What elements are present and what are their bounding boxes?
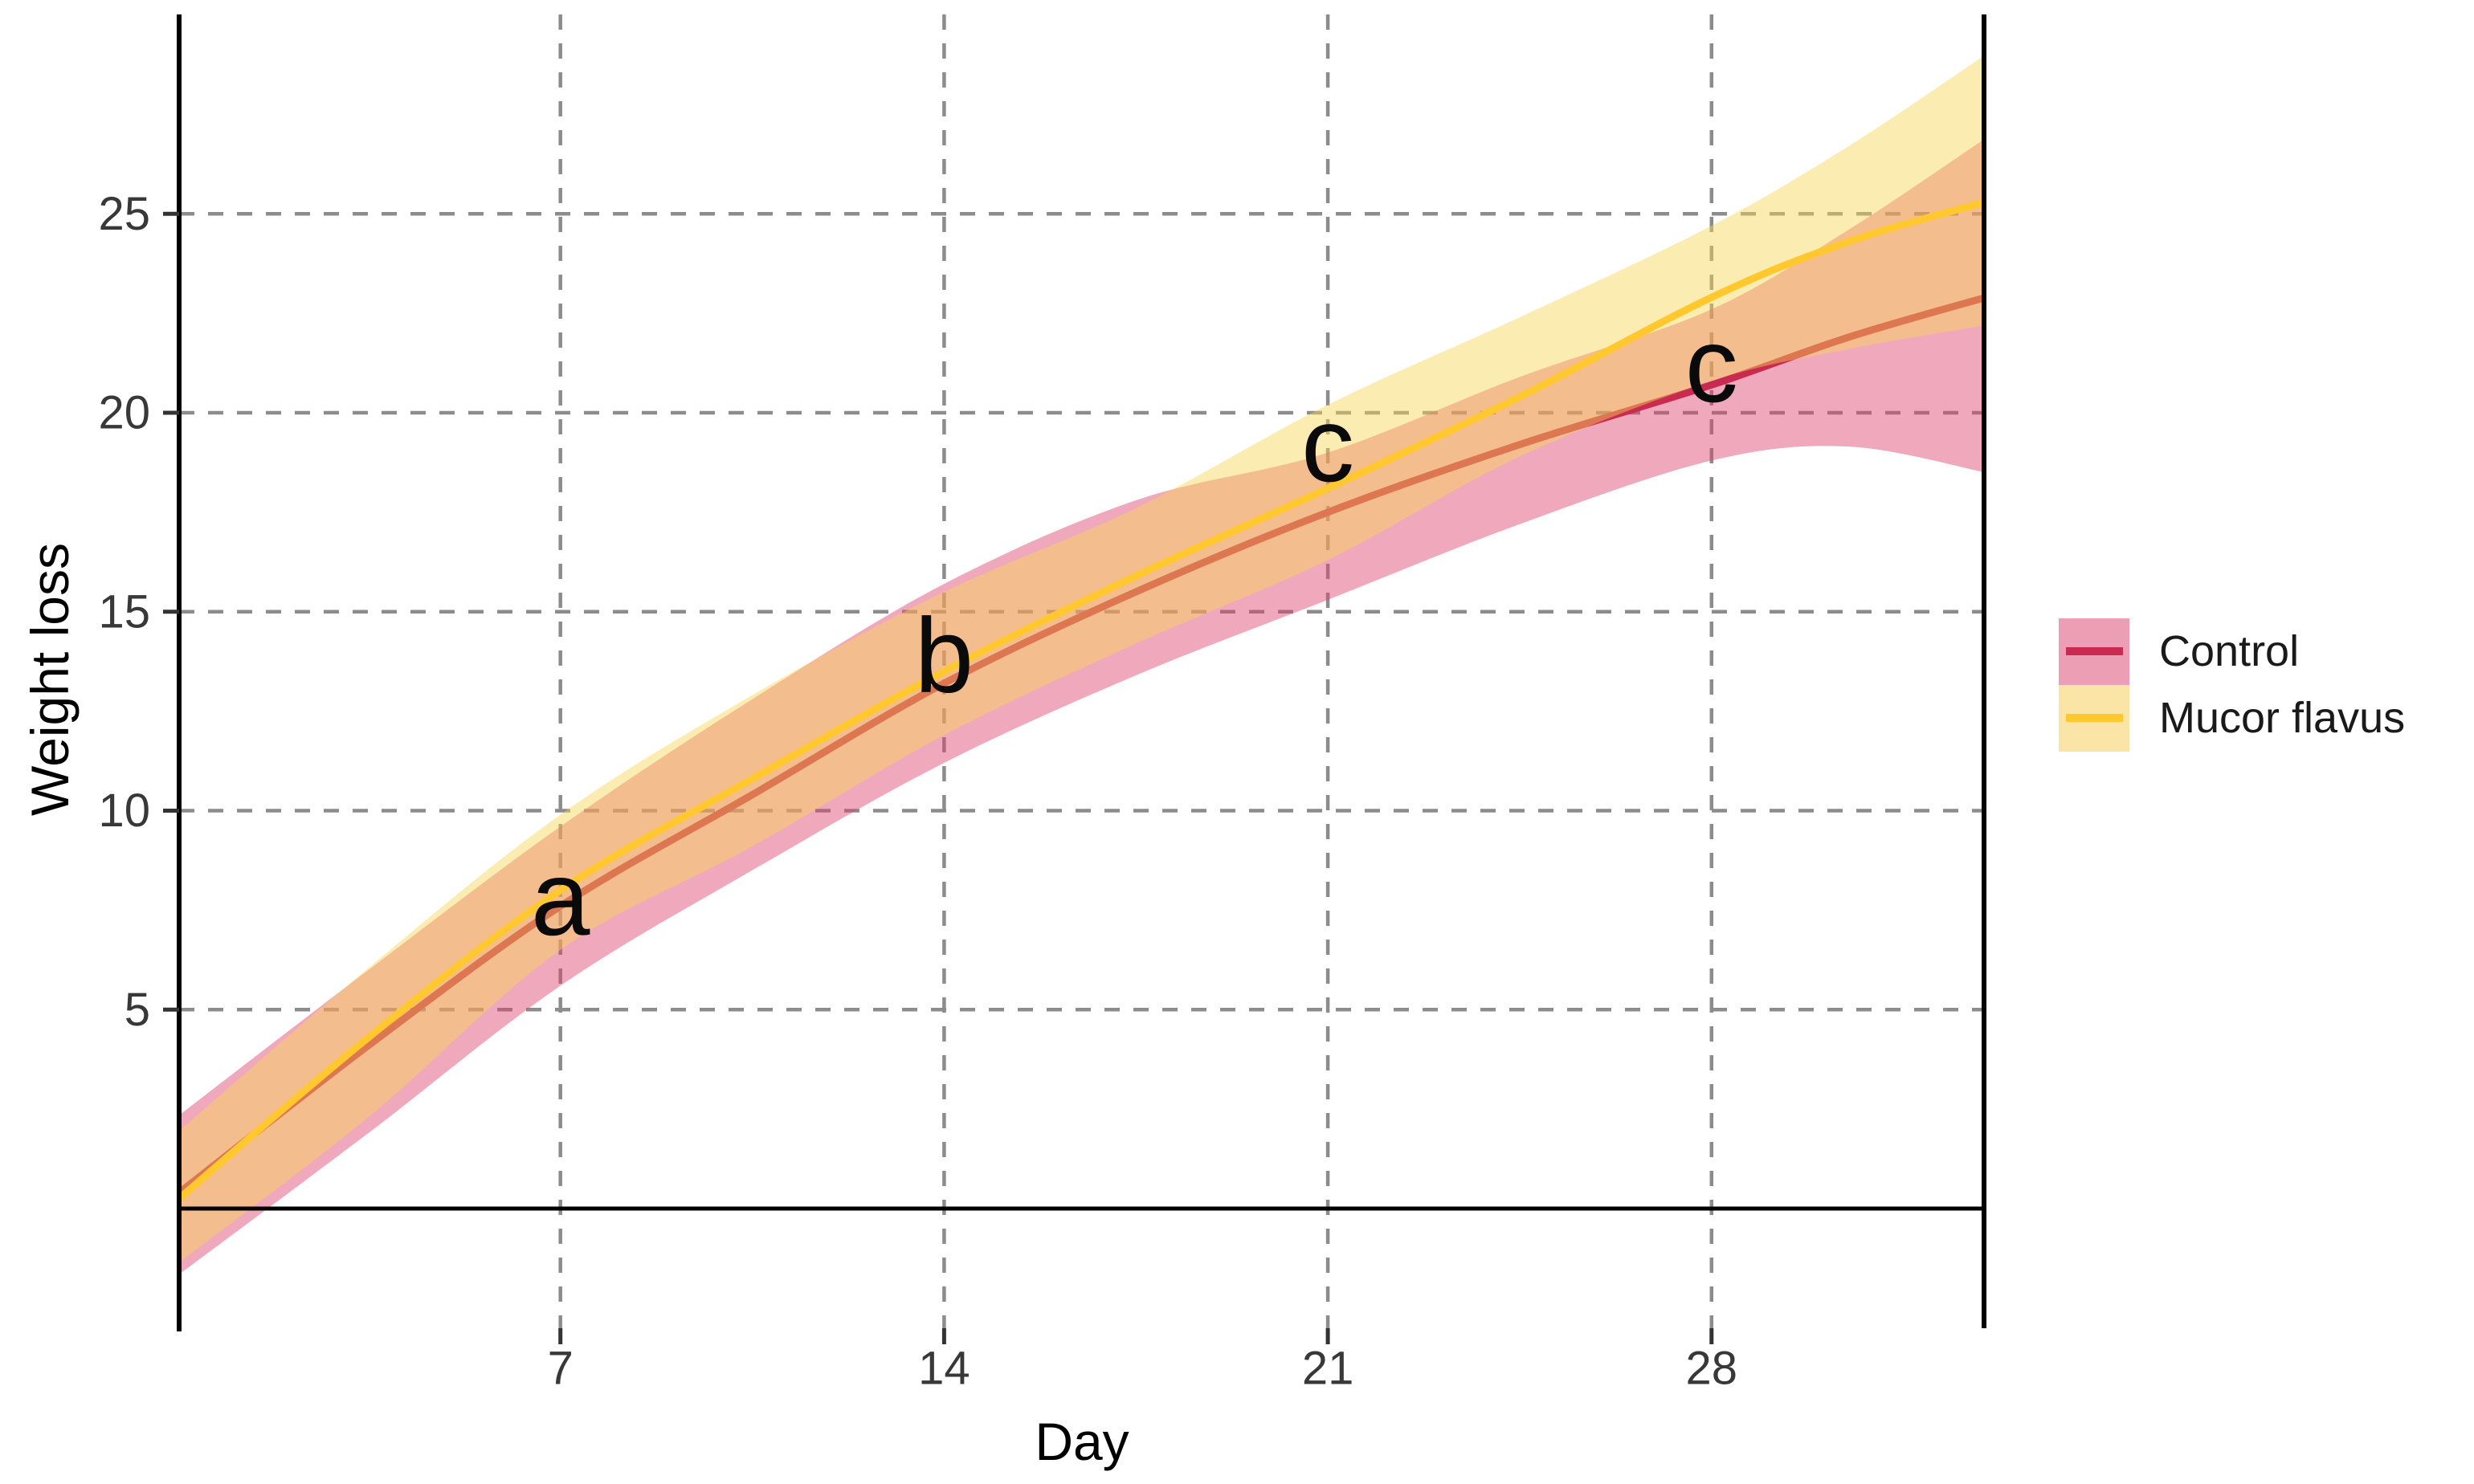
x-axis-title: Day [1035,1412,1129,1471]
y-tick-label-25: 25 [98,188,150,240]
control-ribbon [179,139,1984,1274]
annotation-a-day7: a [531,839,590,957]
y-axis-title: Weight loss [20,543,80,816]
axis-ticks: 7 14 21 28 5 10 15 20 25 [98,188,1737,1395]
legend-label-control: Control [2159,627,2299,675]
x-tick-label-28: 28 [1686,1343,1738,1395]
y-tick-label-15: 15 [98,585,150,638]
mucor-flavus-ribbon [179,55,1984,1263]
y-tick-label-20: 20 [98,387,150,439]
annotation-c-day21: c [1301,385,1354,503]
legend: Control Mucor flavus [2059,618,2405,752]
x-tick-label-7: 7 [548,1343,574,1395]
annotation-b-day14: b [915,597,974,715]
control-line [179,294,1984,1198]
annotation-c-day28: c [1685,306,1738,424]
y-tick-label-5: 5 [125,984,150,1036]
gridlines [179,14,1984,1328]
mucor-flavus-line [179,198,1984,1204]
plot-data [179,55,1984,1274]
annotations: a b c c [531,306,1738,957]
x-tick-label-21: 21 [1302,1343,1354,1395]
y-tick-label-10: 10 [98,785,150,837]
legend-label-mucor-flavus: Mucor flavus [2159,694,2405,742]
x-tick-label-14: 14 [918,1343,970,1395]
